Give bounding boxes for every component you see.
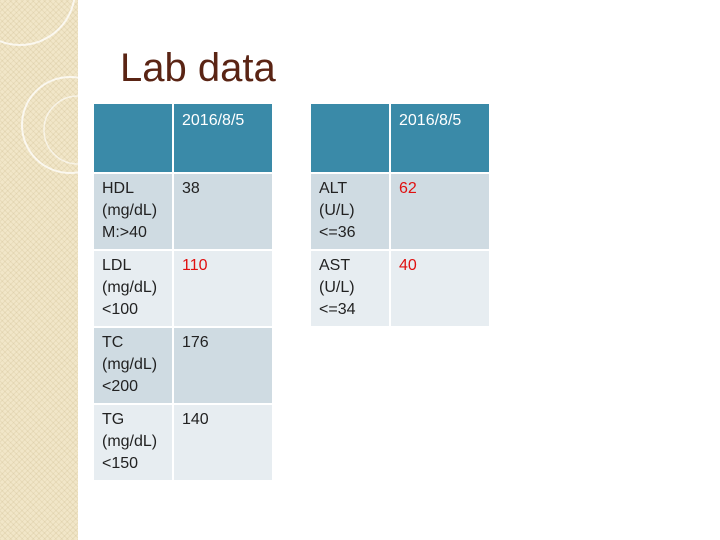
table-row-ldl: LDL (mg/dL) <100 110 [94, 251, 272, 326]
table-row-tc: TC (mg/dL) <200 176 [94, 328, 272, 403]
test-name: HDL [102, 180, 135, 197]
liver-lab-table: 2016/8/5 ALT (U/L) <=36 62 AST (U/L) <=3… [309, 102, 491, 328]
lipid-lab-table: 2016/8/5 HDL (mg/dL) M:>40 38 LDL (mg/dL… [92, 102, 274, 482]
test-value-alt: 62 [391, 174, 489, 249]
table-row-alt: ALT (U/L) <=36 62 [311, 174, 489, 249]
test-reference: <150 [102, 455, 139, 472]
test-value-ast: 40 [391, 251, 489, 326]
header-empty-cell [311, 104, 389, 172]
test-label-tc: TC (mg/dL) <200 [94, 328, 172, 403]
test-name: AST [319, 257, 351, 274]
test-reference: <100 [102, 301, 139, 318]
test-label-alt: ALT (U/L) <=36 [311, 174, 389, 249]
test-reference: <=36 [319, 224, 356, 241]
test-reference: <=34 [319, 301, 356, 318]
test-value-tc: 176 [174, 328, 272, 403]
decorative-circles [0, 0, 78, 174]
test-unit: (mg/dL) [102, 433, 158, 450]
test-value-hdl: 38 [174, 174, 272, 249]
header-empty-cell [94, 104, 172, 172]
header-date-cell: 2016/8/5 [174, 104, 272, 172]
table-row-tg: TG (mg/dL) <150 140 [94, 405, 272, 480]
test-reference: <200 [102, 378, 139, 395]
header-date-cell: 2016/8/5 [391, 104, 489, 172]
test-value-ldl: 110 [174, 251, 272, 326]
test-name: LDL [102, 257, 132, 274]
test-label-ast: AST (U/L) <=34 [311, 251, 389, 326]
test-name: TG [102, 411, 125, 428]
test-unit: (mg/dL) [102, 202, 158, 219]
test-name: ALT [319, 180, 348, 197]
test-label-tg: TG (mg/dL) <150 [94, 405, 172, 480]
table-header-row: 2016/8/5 [311, 104, 489, 172]
test-value-tg: 140 [174, 405, 272, 480]
test-label-hdl: HDL (mg/dL) M:>40 [94, 174, 172, 249]
table-row-ast: AST (U/L) <=34 40 [311, 251, 489, 326]
test-label-ldl: LDL (mg/dL) <100 [94, 251, 172, 326]
test-unit: (mg/dL) [102, 356, 158, 373]
decorative-sidebar [0, 0, 78, 540]
page-title: Lab data [120, 46, 276, 90]
test-name: TC [102, 334, 124, 351]
test-unit: (mg/dL) [102, 279, 158, 296]
test-reference: M:>40 [102, 224, 147, 241]
table-header-row: 2016/8/5 [94, 104, 272, 172]
test-unit: (U/L) [319, 202, 355, 219]
test-unit: (U/L) [319, 279, 355, 296]
table-row-hdl: HDL (mg/dL) M:>40 38 [94, 174, 272, 249]
